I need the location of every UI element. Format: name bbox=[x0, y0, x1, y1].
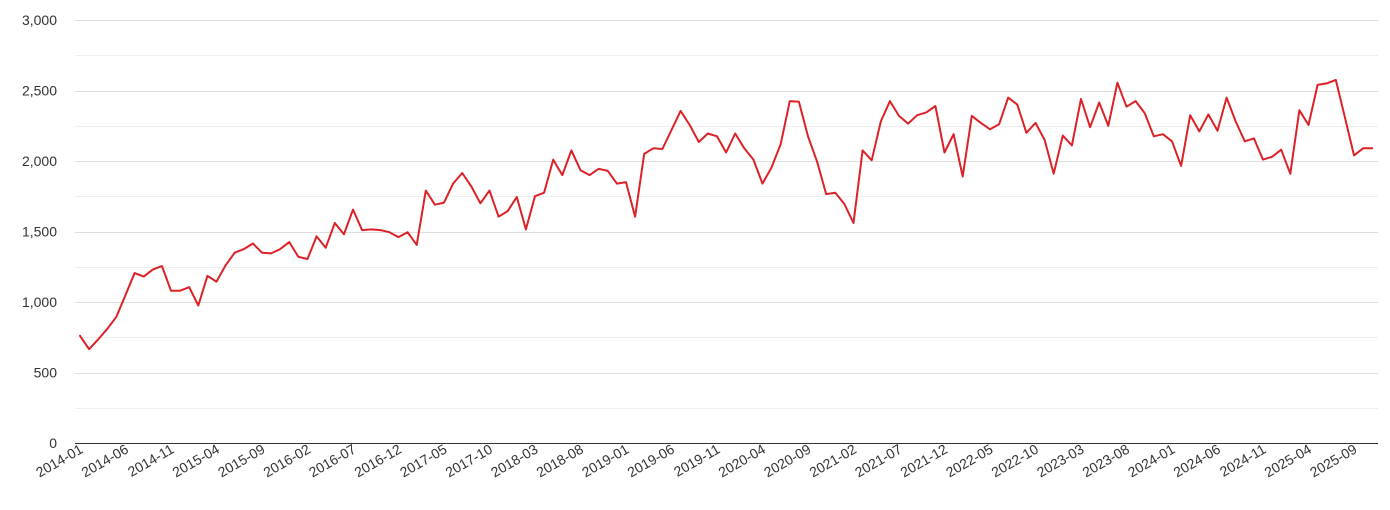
x-tick-label: 2018-03 bbox=[488, 441, 541, 481]
y-axis-ticks: 0 500 1,000 1,500 2,000 2,500 3,000 bbox=[22, 12, 57, 451]
y-tick-label: 1,500 bbox=[22, 224, 57, 240]
x-tick-label: 2024-01 bbox=[1125, 441, 1178, 481]
x-tick-label: 2025-04 bbox=[1261, 441, 1314, 481]
y-tick-label: 500 bbox=[34, 365, 58, 381]
x-tick-label: 2022-10 bbox=[988, 441, 1041, 481]
x-tick-label: 2017-10 bbox=[442, 441, 495, 481]
x-tick-label: 2020-09 bbox=[761, 441, 814, 481]
x-tick-label: 2019-11 bbox=[671, 441, 723, 480]
x-tick-label: 2023-03 bbox=[1034, 441, 1087, 481]
y-tick-label: 3,000 bbox=[22, 12, 57, 28]
y-tick-label: 2,500 bbox=[22, 83, 57, 99]
x-tick-label: 2017-05 bbox=[397, 441, 450, 481]
x-tick-label: 2014-11 bbox=[125, 441, 177, 480]
x-tick-label: 2018-08 bbox=[533, 441, 586, 481]
x-tick-label: 2020-04 bbox=[715, 441, 768, 481]
x-tick-label: 2021-12 bbox=[897, 441, 950, 481]
y-tick-label: 2,000 bbox=[22, 153, 57, 169]
series-layer bbox=[79, 78, 1374, 351]
x-tick-label: 2014-06 bbox=[78, 441, 131, 481]
grid-lines bbox=[75, 20, 1378, 409]
x-tick-label: 2016-12 bbox=[351, 441, 404, 481]
x-tick-label: 2024-06 bbox=[1170, 441, 1223, 481]
y-tick-label: 1,000 bbox=[22, 294, 57, 310]
x-tick-label: 2024-11 bbox=[1217, 441, 1269, 480]
x-axis-ticks: 2014-012014-062014-112015-042015-092016-… bbox=[33, 441, 1360, 481]
x-tick-label: 2019-06 bbox=[624, 441, 677, 481]
x-tick-label: 2016-07 bbox=[306, 441, 359, 481]
x-tick-label: 2015-04 bbox=[169, 441, 222, 481]
x-tick-label: 2022-05 bbox=[943, 441, 996, 481]
x-tick-label: 2016-02 bbox=[260, 441, 313, 481]
x-tick-label: 2014-01 bbox=[33, 441, 86, 481]
series-line bbox=[79, 78, 1374, 351]
x-tick-label: 2015-09 bbox=[215, 441, 268, 481]
x-tick-label: 2021-02 bbox=[806, 441, 859, 481]
x-tick-label: 2025-09 bbox=[1307, 441, 1360, 481]
x-tick-label: 2021-07 bbox=[852, 441, 905, 481]
y-tick-label: 0 bbox=[49, 435, 57, 451]
x-tick-label: 2019-01 bbox=[579, 441, 632, 481]
x-tick-label: 2023-08 bbox=[1079, 441, 1132, 481]
